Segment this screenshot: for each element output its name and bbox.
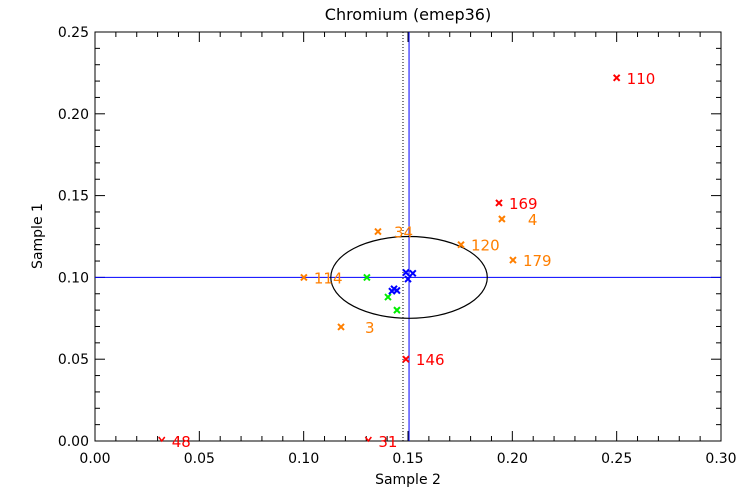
point-label: 114: [314, 269, 343, 287]
point-label: 48: [172, 433, 191, 451]
data-point-blue: [409, 269, 417, 278]
confidence-ellipse: [330, 235, 488, 319]
x-tick-label: 0.15: [392, 451, 423, 467]
data-point-red: [612, 74, 621, 82]
data-point-green: [384, 293, 392, 301]
chart-title: Chromium (emep36): [325, 5, 491, 24]
data-point-orange: [509, 256, 517, 264]
point-label: 4: [528, 211, 538, 229]
x-tick-label: 0.05: [184, 451, 215, 467]
data-point-orange: [457, 240, 465, 249]
data-point-red: [402, 355, 410, 363]
data-point-orange: [498, 215, 506, 223]
point-label: 3: [365, 319, 375, 337]
point-label: 34: [394, 224, 413, 242]
point-label: 146: [416, 351, 445, 369]
point-label: 120: [471, 237, 500, 255]
y-tick-label: 0.10: [58, 270, 89, 286]
data-point-red: [495, 199, 503, 207]
point-label: 179: [523, 252, 552, 270]
x-axis-label: Sample 2: [375, 472, 441, 488]
point-label: 110: [627, 70, 656, 88]
data-point-green: [393, 306, 401, 314]
point-label: 169: [509, 195, 538, 213]
y-tick-label: 0.05: [58, 352, 89, 368]
data-point-blue: [404, 275, 412, 283]
data-point-green: [363, 273, 371, 282]
data-point-blue: [402, 268, 410, 277]
off-scale-marker: [158, 436, 166, 443]
y-tick-label: 0.00: [58, 434, 89, 450]
y-tick-label: 0.15: [58, 189, 89, 205]
off-scale-marker: [364, 436, 372, 443]
data-point-orange: [337, 323, 345, 331]
x-tick-label: 0.10: [288, 451, 319, 467]
x-tick-label: 0.25: [601, 451, 632, 467]
y-tick-label: 0.25: [58, 25, 89, 41]
y-axis-label: Sample 1: [30, 203, 46, 269]
point-label: 31: [378, 433, 397, 451]
x-tick-label: 0.20: [497, 451, 528, 467]
y-tick-label: 0.20: [58, 107, 89, 123]
data-point-orange: [374, 227, 382, 236]
x-tick-label: 0.30: [705, 451, 736, 467]
plot-area: 0.00 0.05 0.10 0.15 0.20 0.25 0.30 0.00 0.05 0.10…: [58, 25, 737, 467]
data-point-orange: [300, 273, 308, 282]
x-tick-label: 0.00: [79, 451, 110, 467]
data-point-blue: [388, 287, 396, 295]
